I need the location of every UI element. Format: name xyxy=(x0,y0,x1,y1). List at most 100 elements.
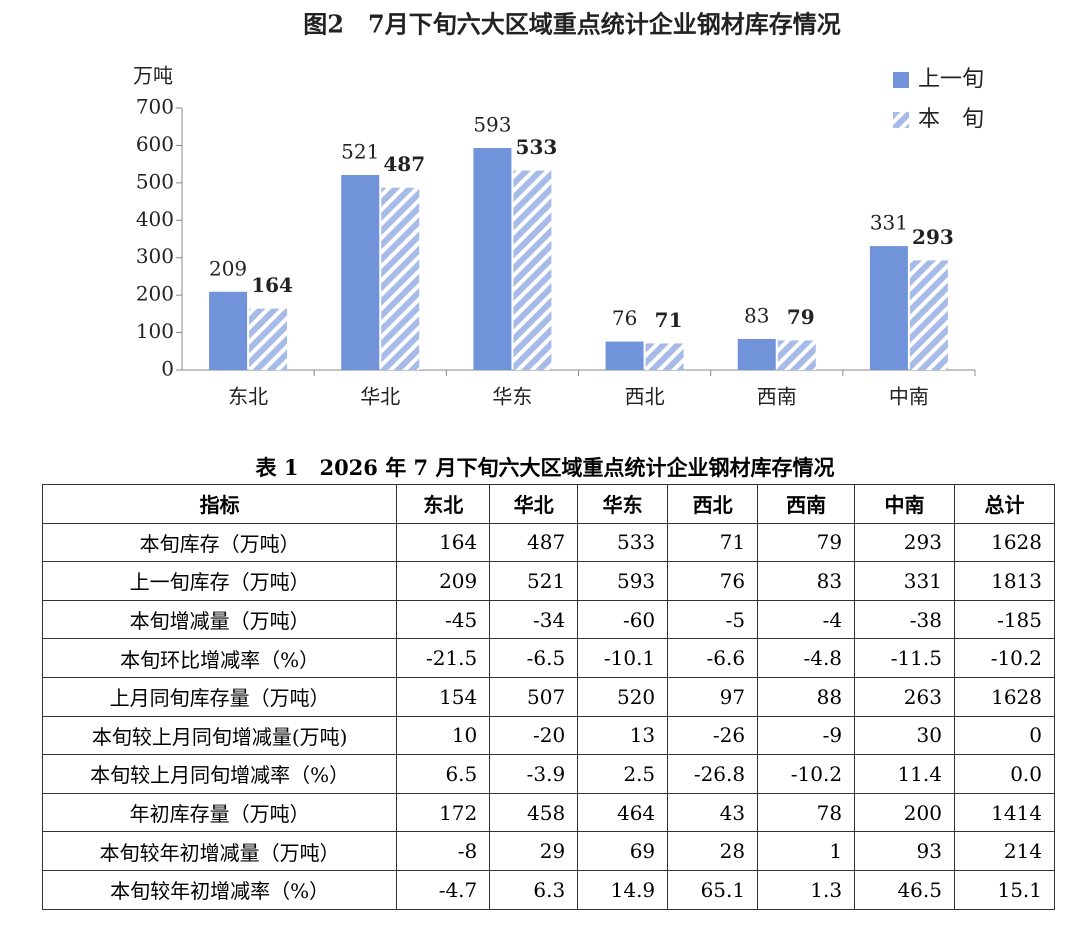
table-cell: 1 xyxy=(757,831,856,871)
value-label: 79 xyxy=(787,305,815,329)
table-cell: 83 xyxy=(757,561,856,601)
legend-swatch xyxy=(893,72,909,88)
table-cell: -6.5 xyxy=(489,638,579,678)
table-cell: -21.5 xyxy=(396,638,491,678)
table-cell: -60 xyxy=(577,599,669,640)
table-cell: 年初库存量（万吨） xyxy=(41,792,398,833)
table-row: 上一旬库存（万吨） 209 521 593 76 83 331 1813 xyxy=(41,561,1056,601)
table-row: 本旬较上月同旬增减率（%） 6.5 -3.9 2.5 -26.8 -10.2 11.4 0.0 xyxy=(41,754,1056,794)
table-cell: -11.5 xyxy=(854,638,955,678)
table-cell: 200 xyxy=(854,792,955,833)
value-label: 83 xyxy=(744,303,769,327)
bar xyxy=(341,174,380,370)
table-cell: 29 xyxy=(489,831,579,871)
table-row: 本旬库存（万吨） 164 487 533 71 79 293 1628 xyxy=(41,522,1056,563)
table-cell: 本旬环比增减率（%） xyxy=(41,638,398,678)
table-cell: 93 xyxy=(854,831,955,871)
table-cell: -38 xyxy=(854,599,955,640)
table-row: 上月同旬库存量（万吨） 154 507 520 97 88 263 1628 xyxy=(41,676,1056,717)
table-cell: 88 xyxy=(757,676,856,717)
table-cell: 1.3 xyxy=(757,869,856,910)
y-tick-label: 200 xyxy=(136,282,174,306)
table-row: 本旬较年初增减率（%） -4.7 6.3 14.9 65.1 1.3 46.5 15.1 xyxy=(41,869,1056,910)
table-cell: 43 xyxy=(667,792,759,833)
table-cell: 520 xyxy=(577,676,669,717)
bar xyxy=(209,291,248,370)
header-cell: 总计 xyxy=(953,484,1056,524)
value-label: 71 xyxy=(655,308,683,332)
bar xyxy=(513,170,552,370)
table-cell: 164 xyxy=(396,522,491,563)
table-cell: 本旬增减量（万吨） xyxy=(41,599,398,640)
chart-title: 图2 7月下旬六大区域重点统计企业钢材库存情况 xyxy=(303,10,840,39)
value-label: 293 xyxy=(912,225,954,249)
table-cell: 1628 xyxy=(953,522,1056,563)
table-cell: 487 xyxy=(489,522,579,563)
table-cell: 本旬较上月同旬增减量(万吨) xyxy=(41,715,398,756)
value-label: 533 xyxy=(516,135,558,159)
y-tick-label: 400 xyxy=(136,207,174,231)
table-cell: -3.9 xyxy=(489,754,579,794)
table-cell: 本旬库存（万吨） xyxy=(41,522,398,563)
table-cell: 458 xyxy=(489,792,579,833)
table-cell: -20 xyxy=(489,715,579,756)
header-row: 指标 东北 华北 华东 西北 西南 中南 总计 xyxy=(41,484,1056,524)
table-cell: 71 xyxy=(667,522,759,563)
value-label: 164 xyxy=(251,273,293,297)
table-cell: 上一旬库存（万吨） xyxy=(41,561,398,601)
y-tick-label: 600 xyxy=(136,132,174,156)
table-cell: 69 xyxy=(577,831,669,871)
bar xyxy=(473,148,512,370)
table-cell: -4 xyxy=(757,599,856,640)
y-tick-label: 300 xyxy=(136,244,174,268)
bar xyxy=(869,246,908,370)
table-cell: 464 xyxy=(577,792,669,833)
table-cell: -6.6 xyxy=(667,638,759,678)
value-label: 209 xyxy=(209,256,247,280)
table-cell: -8 xyxy=(396,831,491,871)
table-cell: 209 xyxy=(396,561,491,601)
table-title: 表 1 2026 年 7 月下旬六大区域重点统计企业钢材库存情况 xyxy=(255,455,835,480)
header-cell: 西北 xyxy=(667,484,759,524)
table-cell: 1813 xyxy=(953,561,1056,601)
x-tick-label: 东北 xyxy=(228,385,268,409)
x-tick-label: 中南 xyxy=(889,385,929,409)
header-cell: 华北 xyxy=(489,484,579,524)
table-cell: 15.1 xyxy=(953,869,1056,910)
table-cell: 78 xyxy=(757,792,856,833)
bar xyxy=(737,338,776,370)
table-cell: 0.0 xyxy=(953,754,1056,794)
table-cell: 331 xyxy=(854,561,955,601)
y-tick-label: 100 xyxy=(136,319,174,343)
table-cell: 14.9 xyxy=(577,869,669,910)
table-cell: -10.1 xyxy=(577,638,669,678)
y-tick-label: 0 xyxy=(161,357,174,381)
table-cell: 28 xyxy=(667,831,759,871)
table-cell: 1628 xyxy=(953,676,1056,717)
table-cell: 30 xyxy=(854,715,955,756)
table-cell: 97 xyxy=(667,676,759,717)
y-tick-label: 500 xyxy=(136,169,174,193)
value-label: 521 xyxy=(341,139,379,163)
x-tick-label: 华北 xyxy=(360,385,400,409)
table-cell: 本旬较年初增减量（万吨） xyxy=(41,831,398,871)
table-row: 本旬较上月同旬增减量(万吨) 10 -20 13 -26 -9 30 0 xyxy=(41,715,1056,756)
table-cell: 533 xyxy=(577,522,669,563)
table-row: 本旬环比增减率（%） -21.5 -6.5 -10.1 -6.6 -4.8 -11.5 -10… xyxy=(41,638,1056,678)
table-cell: -45 xyxy=(396,599,491,640)
x-tick-label: 华东 xyxy=(492,385,532,409)
y-tick-label: 700 xyxy=(136,95,174,119)
table-cell: -26.8 xyxy=(667,754,759,794)
header-cell: 中南 xyxy=(854,484,955,524)
legend-label: 本 旬 xyxy=(918,107,984,132)
table: 指标 东北 华北 华东 西北 西南 中南 总计 本旬库存（万吨） 164 487 533 71 79 293… xyxy=(41,484,1056,910)
value-label: 593 xyxy=(473,113,511,137)
table-cell: -5 xyxy=(667,599,759,640)
table-cell: 593 xyxy=(577,561,669,601)
table-cell: 507 xyxy=(489,676,579,717)
header-cell: 华东 xyxy=(577,484,669,524)
bar xyxy=(381,187,420,370)
table-cell: -185 xyxy=(953,599,1056,640)
table-cell: 46.5 xyxy=(854,869,955,910)
